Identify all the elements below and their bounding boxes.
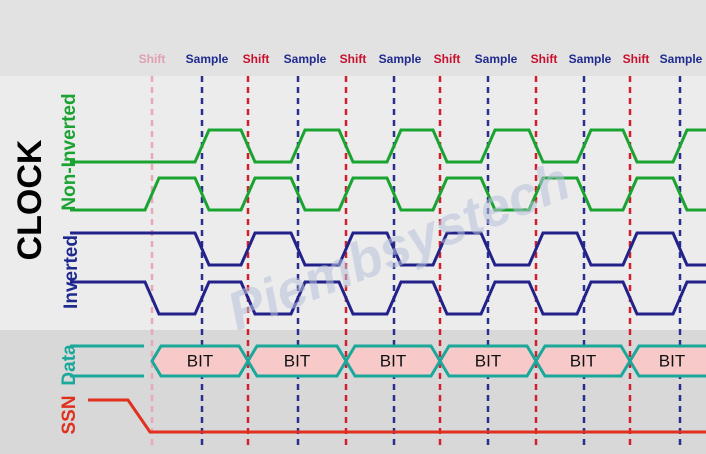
inverted-label: Inverted <box>61 235 82 309</box>
clock-wave <box>70 280 706 316</box>
data-cell-label: BIT <box>659 351 685 370</box>
shift-label: Shift <box>623 52 650 66</box>
data-cell-label: BIT <box>380 351 406 370</box>
non-inverted-label: Non-Inverted <box>59 93 80 210</box>
shift-label: Shift <box>243 52 270 66</box>
ssn-wave <box>88 398 706 434</box>
waveforms: BIT BIT BIT BIT BIT BIT <box>70 128 706 434</box>
sample-label: Sample <box>569 52 612 66</box>
data-label: Data <box>59 344 80 386</box>
shift-label: Shift <box>340 52 367 66</box>
data-cell-label: BIT <box>475 351 501 370</box>
data-lead <box>70 344 144 378</box>
sample-label: Sample <box>379 52 422 66</box>
label-band <box>0 0 706 76</box>
shift-label: Shift <box>139 52 166 66</box>
clock-wave <box>70 176 706 212</box>
clock-wave <box>70 128 706 164</box>
data-cell-label: BIT <box>187 351 213 370</box>
shift-label: Shift <box>434 52 461 66</box>
data-cell-label: BIT <box>570 351 596 370</box>
guide-lines <box>150 76 682 450</box>
ssn-label: SSN <box>59 395 80 434</box>
sample-label: Sample <box>475 52 518 66</box>
clock-label: CLOCK <box>11 139 49 260</box>
shift-label: Shift <box>531 52 558 66</box>
sample-label: Sample <box>186 52 229 66</box>
data-cell-label: BIT <box>284 351 310 370</box>
data-cell <box>628 344 706 378</box>
sample-label: Sample <box>284 52 327 66</box>
clock-wave <box>70 231 706 267</box>
sample-label: Sample <box>660 52 703 66</box>
